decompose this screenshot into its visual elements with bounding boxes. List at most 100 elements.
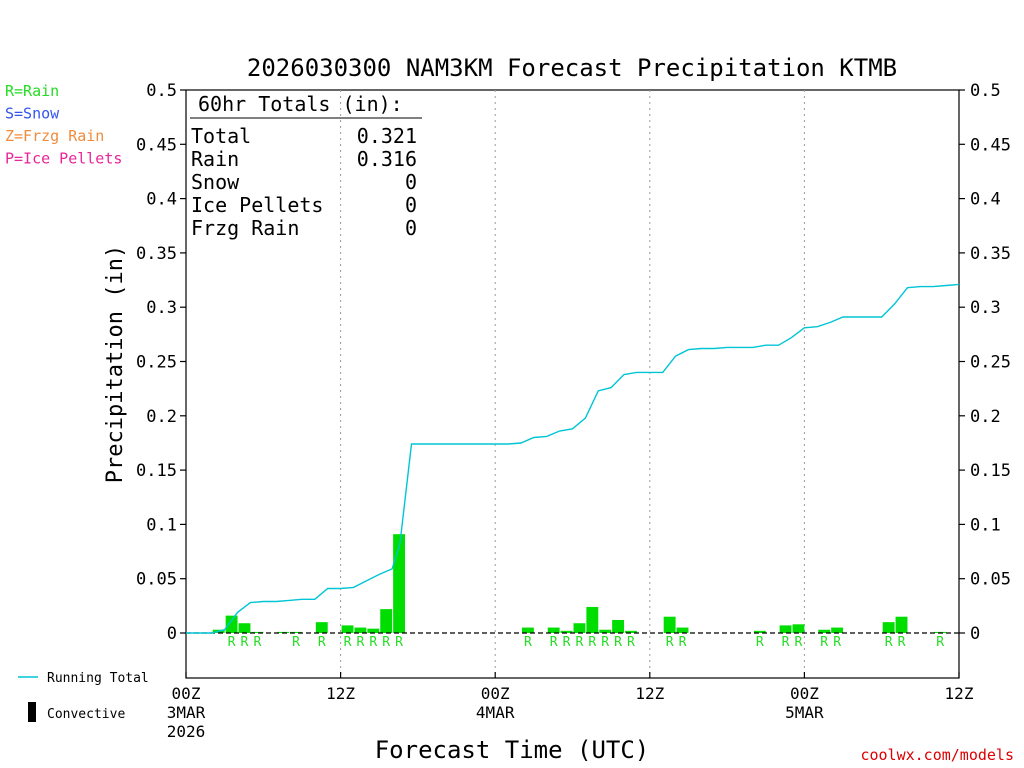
precip-type-marker: R: [292, 635, 300, 650]
y-tick-label-left: 0.5: [146, 81, 177, 101]
precip-type-marker: R: [318, 635, 326, 650]
y-tick-label-right: 0.15: [970, 461, 1011, 481]
precip-bar: [315, 622, 328, 633]
precip-type-marker: R: [936, 635, 944, 650]
totals-row-label: Snow: [191, 170, 240, 194]
precip-type-marker: R: [588, 635, 596, 650]
totals-box: 60hr Totals (in): Total 0.321 Rain 0.316 Sno…: [190, 92, 422, 240]
precip-bar: [341, 625, 354, 633]
totals-row-label: Ice Pellets: [191, 193, 323, 217]
y-tick-label-left: 0.05: [136, 570, 177, 590]
x-tick-label: 12Z: [635, 684, 664, 703]
precip-type-marker: R: [563, 635, 571, 650]
y-tick-label-left: 0.1: [146, 515, 177, 535]
y-tick-label-left: 0.3: [146, 298, 177, 318]
precip-bar: [354, 627, 367, 633]
precip-type-marker: R: [885, 635, 893, 650]
precip-type-marker: R: [228, 635, 236, 650]
x-tick-label: 5MAR: [785, 703, 824, 722]
precip-type-legend: R=Rain S=Snow Z=Frzg Rain P=Ice Pellets: [5, 82, 122, 168]
x-tick-label: 4MAR: [476, 703, 515, 722]
precip-type-marker: R: [679, 635, 687, 650]
precip-bar: [753, 630, 766, 633]
precip-type-marker: R: [614, 635, 622, 650]
y-tick-label-right: 0.05: [970, 570, 1011, 590]
x-tick-label: 12Z: [326, 684, 355, 703]
precip-bar: [792, 624, 805, 633]
x-tick-label: 12Z: [945, 684, 974, 703]
y-tick-label-right: 0: [970, 624, 980, 644]
precip-type-marker: R: [382, 635, 390, 650]
y-tick-label-right: 0.5: [970, 81, 1001, 101]
precip-bar: [599, 629, 612, 633]
x-tick-label: 3MAR: [167, 703, 206, 722]
precip-type-marker: R: [357, 635, 365, 650]
precip-bar: [225, 615, 238, 633]
y-tick-label-left: 0: [167, 624, 177, 644]
y-tick-label-right: 0.25: [970, 353, 1011, 373]
precip-bar: [573, 623, 586, 633]
precip-type-marker: R: [576, 635, 584, 650]
precip-type-marker: R: [833, 635, 841, 650]
precip-type-marker: R: [253, 635, 261, 650]
precip-bar: [251, 631, 264, 633]
y-tick-label-right: 0.3: [970, 298, 1001, 318]
precip-bar: [547, 627, 560, 633]
totals-row-value: 0: [405, 170, 417, 194]
running-total-line: [186, 283, 960, 634]
x-tick-label: 00Z: [481, 684, 510, 703]
precip-bar: [818, 629, 831, 633]
totals-row-value: 0.316: [357, 147, 417, 171]
precip-bar: [831, 627, 844, 633]
precip-bar: [238, 623, 251, 633]
totals-row-value: 0: [405, 216, 417, 240]
precip-type-legend-item: R=Rain: [5, 82, 59, 100]
precip-bar: [676, 627, 689, 633]
y-tick-label-right: 0.35: [970, 244, 1011, 264]
precip-bar: [290, 631, 302, 633]
precip-type-marker: R: [550, 635, 558, 650]
watermark: coolwx.com/models: [860, 746, 1014, 764]
x-tick-label: 00Z: [790, 684, 819, 703]
precip-type-legend-item: Z=Frzg Rain: [5, 127, 104, 145]
y-tick-label-left: 0.45: [136, 135, 177, 155]
x-tick-label: 2026: [167, 722, 206, 741]
precip-type-legend-item: S=Snow: [5, 105, 60, 123]
precip-type-marker: R: [395, 635, 403, 650]
precip-type-marker: R: [601, 635, 609, 650]
precip-bar: [625, 630, 637, 633]
y-tick-label-left: 0.15: [136, 461, 177, 481]
precip-type-marker: R: [756, 635, 764, 650]
plot-frame: [185, 89, 960, 679]
precip-type-marker: R: [820, 635, 828, 650]
precip-bar: [779, 625, 792, 633]
precip-type-marker: R: [369, 635, 377, 650]
precip-type-marker: R: [524, 635, 532, 650]
totals-heading: 60hr Totals (in):: [198, 92, 403, 116]
precip-type-marker: R: [241, 635, 249, 650]
precip-type-marker: R: [627, 635, 635, 650]
precip-bar: [521, 627, 534, 633]
precip-bar: [393, 534, 406, 633]
precip-type-marker: R: [898, 635, 906, 650]
precip-bar: [560, 630, 573, 633]
convective-legend-swatch: [28, 702, 36, 722]
y-axis-left: 0 0.05 0.1 0.15 0.2 0.25 0.3 0.35 0.4 0.45 0.5: [136, 81, 186, 644]
chart-title: 2026030300 NAM3KM Forecast Precipitation…: [247, 54, 897, 82]
totals-row-label: Frzg Rain: [191, 216, 299, 240]
precip-type-legend-item: P=Ice Pellets: [5, 150, 122, 168]
totals-row-value: 0: [405, 193, 417, 217]
y-axis-label: Precipitation (in): [103, 245, 128, 483]
convective-legend-label: Convective: [47, 707, 125, 722]
totals-rows: Total 0.321 Rain 0.316 Snow 0 Ice Pellets 0 Frzg…: [191, 124, 417, 240]
y-tick-label-right: 0.45: [970, 135, 1011, 155]
y-tick-label-left: 0.4: [146, 190, 177, 210]
y-tick-label-right: 0.4: [970, 190, 1001, 210]
totals-row-value: 0.321: [357, 124, 417, 148]
precip-type-marker: R: [344, 635, 352, 650]
precip-bar: [612, 619, 625, 633]
